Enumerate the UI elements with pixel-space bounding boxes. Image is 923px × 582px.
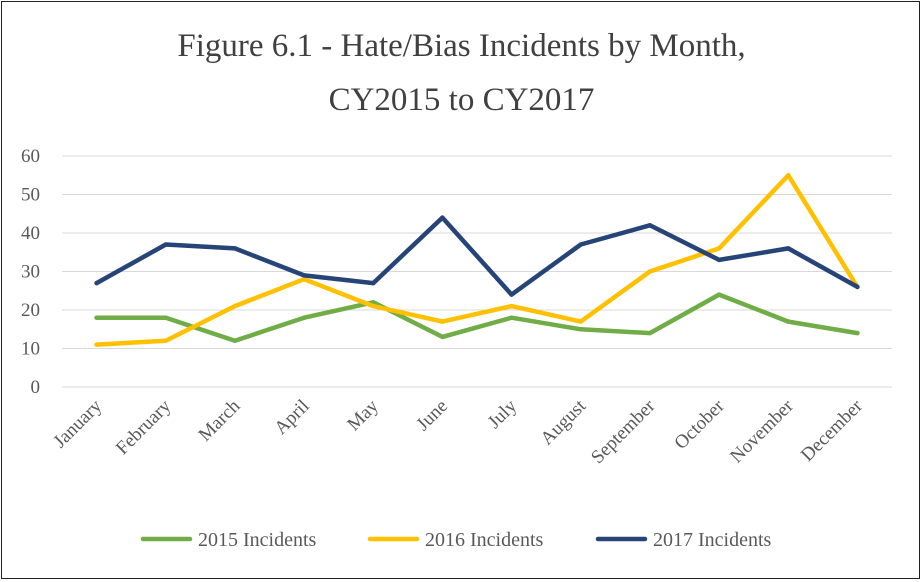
- data-point-2017-incidents-january: [94, 280, 99, 286]
- series-line-2017-incidents: [94, 215, 860, 297]
- y-tick-label-30: 30: [21, 262, 40, 283]
- x-tick-label-january: January: [49, 395, 106, 452]
- x-tick-label-march: March: [195, 395, 245, 445]
- data-point-2017-incidents-february: [163, 242, 168, 247]
- x-tick-label-may: May: [343, 395, 383, 435]
- data-point-2016-incidents-may: [371, 303, 376, 309]
- x-tick-label-november: November: [726, 395, 798, 467]
- data-point-2016-incidents-june: [440, 319, 445, 324]
- x-tick-label-december: December: [797, 395, 868, 466]
- data-point-2016-incidents-march: [232, 303, 238, 309]
- gridlines: [62, 155, 892, 388]
- x-tick-label-september: September: [587, 395, 660, 468]
- data-point-2015-incidents-december: [855, 330, 860, 336]
- data-point-2017-incidents-december: [855, 284, 860, 290]
- y-axis-tick-labels: 0 10 20 30 40 50 60: [21, 146, 40, 398]
- x-tick-label-august: August: [537, 395, 591, 449]
- legend: 2015 Incidents 2016 Incidents 2017 Inciden…: [140, 529, 772, 551]
- data-point-2015-incidents-february: [163, 315, 168, 320]
- x-tick-label-july: July: [484, 395, 522, 433]
- data-point-2015-incidents-august: [578, 327, 583, 332]
- data-point-2015-incidents-june: [440, 334, 445, 340]
- data-point-2017-incidents-october: [716, 257, 722, 263]
- data-point-2017-incidents-april: [301, 273, 307, 278]
- y-tick-label-20: 20: [21, 300, 40, 321]
- data-point-2017-incidents-may: [371, 280, 376, 286]
- data-point-2015-incidents-july: [509, 315, 514, 320]
- data-point-2016-incidents-january: [94, 342, 99, 347]
- legend-label-2016-incidents: 2016 Incidents: [425, 529, 544, 551]
- data-point-2015-incidents-january: [94, 315, 99, 320]
- data-point-2016-incidents-september: [647, 269, 653, 274]
- chart-title-line-1: Figure 6.1 - Hate/Bias Incidents by Mont…: [177, 28, 746, 64]
- data-point-2016-incidents-august: [578, 319, 583, 324]
- x-axis-tick-labels: January February March April May June July Augu…: [49, 395, 867, 468]
- data-point-2015-incidents-march: [232, 338, 238, 343]
- y-tick-label-50: 50: [21, 185, 40, 206]
- data-point-2017-incidents-august: [578, 242, 583, 247]
- data-point-2016-incidents-november: [786, 173, 791, 178]
- y-tick-label-40: 40: [21, 223, 40, 244]
- series-line-2016-incidents: [94, 173, 860, 347]
- x-tick-label-june: June: [412, 396, 451, 435]
- x-tick-label-october: October: [670, 395, 729, 454]
- data-point-2017-incidents-november: [786, 246, 791, 251]
- data-point-2017-incidents-march: [232, 246, 238, 251]
- legend-label-2017-incidents: 2017 Incidents: [653, 529, 772, 551]
- x-tick-label-february: February: [112, 395, 176, 459]
- series-lines: [94, 173, 860, 347]
- data-point-2016-incidents-october: [716, 246, 722, 251]
- x-tick-label-april: April: [270, 396, 313, 439]
- data-point-2016-incidents-april: [301, 277, 307, 282]
- data-point-2016-incidents-february: [163, 338, 168, 343]
- data-point-2015-incidents-april: [301, 315, 307, 320]
- y-tick-label-0: 0: [31, 377, 41, 398]
- series-line-2015-incidents: [94, 292, 860, 344]
- data-point-2017-incidents-september: [647, 223, 653, 228]
- legend-label-2015-incidents: 2015 Incidents: [198, 529, 317, 551]
- chart-title-line-2: CY2015 to CY2017: [328, 82, 595, 118]
- data-point-2015-incidents-october: [716, 292, 722, 297]
- data-point-2015-incidents-november: [786, 319, 791, 324]
- data-point-2017-incidents-july: [509, 292, 514, 297]
- data-point-2017-incidents-june: [440, 215, 445, 220]
- y-tick-label-60: 60: [21, 146, 40, 167]
- data-point-2015-incidents-september: [647, 330, 653, 336]
- data-point-2016-incidents-july: [509, 303, 514, 309]
- y-tick-label-10: 10: [21, 339, 40, 360]
